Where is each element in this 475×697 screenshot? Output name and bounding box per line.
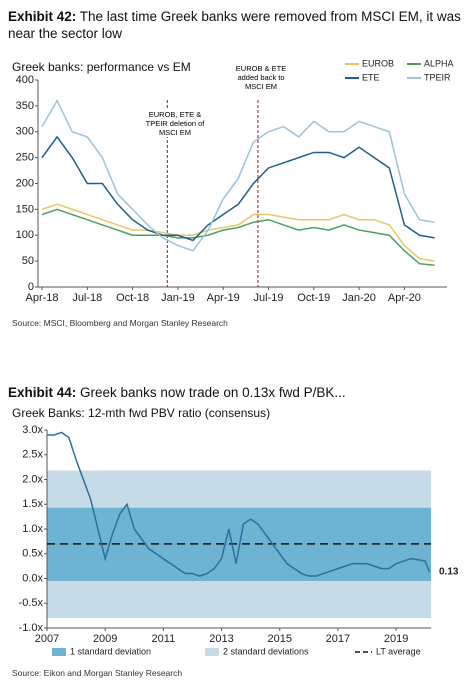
exhibit-title: Exhibit 42: The last time Greek banks we… — [8, 8, 468, 42]
legend-label: LT average — [376, 646, 421, 656]
x-tick-label: 2011 — [152, 633, 176, 645]
line — [41, 203, 435, 262]
y-tick-label: 1.0x — [22, 523, 43, 535]
exhibit-label: Exhibit 44: — [8, 385, 77, 400]
y-tick-label: 0.5x — [22, 548, 43, 560]
x-tick-label: 2007 — [35, 633, 59, 645]
legend-label: ALPHA — [424, 58, 454, 68]
y-tick-label: 150 — [16, 203, 34, 215]
y-tick-label: 400 — [16, 74, 34, 86]
subtitle: Greek Banks: 12-mth fwd PBV ratio (conse… — [12, 406, 271, 420]
x-tick-label: Oct-18 — [116, 292, 149, 304]
y-tick-label: 50 — [22, 255, 34, 267]
exhibit-title: Exhibit 44: Greek banks now trade on 0.1… — [8, 384, 468, 401]
x-tick-label: Oct-19 — [297, 292, 330, 304]
x-tick-label: 2017 — [326, 633, 350, 645]
x-tick-label: Jul-19 — [254, 292, 284, 304]
x-tick-label: 2015 — [267, 633, 291, 645]
x-tick-label: 2009 — [93, 633, 117, 645]
line — [47, 431, 431, 577]
legend-label: 1 standard deviation — [70, 646, 151, 656]
title: Greek banks now trade on 0.13x fwd P/BK.… — [80, 385, 346, 400]
y-tick-label: 0 — [28, 281, 34, 293]
y-tick-label: 100 — [16, 229, 34, 241]
line — [41, 208, 435, 267]
line — [41, 135, 435, 242]
source: Source: Eikon and Morgan Stanley Researc… — [12, 668, 183, 678]
x-tick-label: Apr-18 — [25, 292, 58, 304]
y-tick-label: 300 — [16, 126, 34, 138]
legend-label: TPEIR — [424, 72, 451, 82]
legend-label: ETE — [362, 72, 380, 82]
line — [41, 99, 435, 252]
legend-swatch — [205, 648, 219, 656]
y-tick-label: 1.5x — [22, 498, 43, 510]
y-tick-label: 2.0x — [22, 473, 43, 485]
x-tick-label: Jan-19 — [161, 292, 195, 304]
y-tick-label: 0.0x — [22, 572, 43, 584]
y-tick-label: 350 — [16, 100, 34, 112]
annotation: EUROB, ETE & TPEIR deletion of MSCI EM — [140, 110, 210, 137]
y-tick-label: -0.5x — [19, 597, 44, 609]
y-tick-label: -1.0x — [19, 622, 44, 634]
x-tick-label: Apr-20 — [388, 292, 421, 304]
y-tick-label: 3.0x — [22, 424, 43, 436]
source: Source: MSCI, Bloomberg and Morgan Stanl… — [12, 318, 228, 328]
y-tick-label: 250 — [16, 152, 34, 164]
x-tick-label: 2019 — [384, 633, 408, 645]
subtitle: Greek banks: performance vs EM — [12, 60, 191, 74]
legend-label: 2 standard deviations — [223, 646, 309, 656]
title: The last time Greek banks were removed f… — [8, 9, 461, 41]
legend-label: EUROB — [362, 58, 394, 68]
y-tick-label: 2.5x — [22, 449, 43, 461]
x-tick-label: Jan-20 — [342, 292, 376, 304]
legend-swatch — [52, 648, 66, 656]
y-tick-label: 200 — [16, 177, 34, 189]
x-tick-label: Apr-19 — [207, 292, 240, 304]
annotation: EUROB & ETE added back to MSCI EM — [230, 64, 292, 91]
end-label: 0.13 — [439, 567, 459, 578]
x-tick-label: Jul-18 — [72, 292, 102, 304]
exhibit-label: Exhibit 42: — [8, 9, 77, 24]
x-tick-label: 2013 — [209, 633, 233, 645]
